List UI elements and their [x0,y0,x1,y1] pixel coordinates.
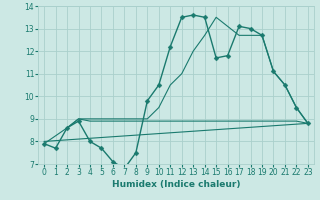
X-axis label: Humidex (Indice chaleur): Humidex (Indice chaleur) [112,180,240,189]
